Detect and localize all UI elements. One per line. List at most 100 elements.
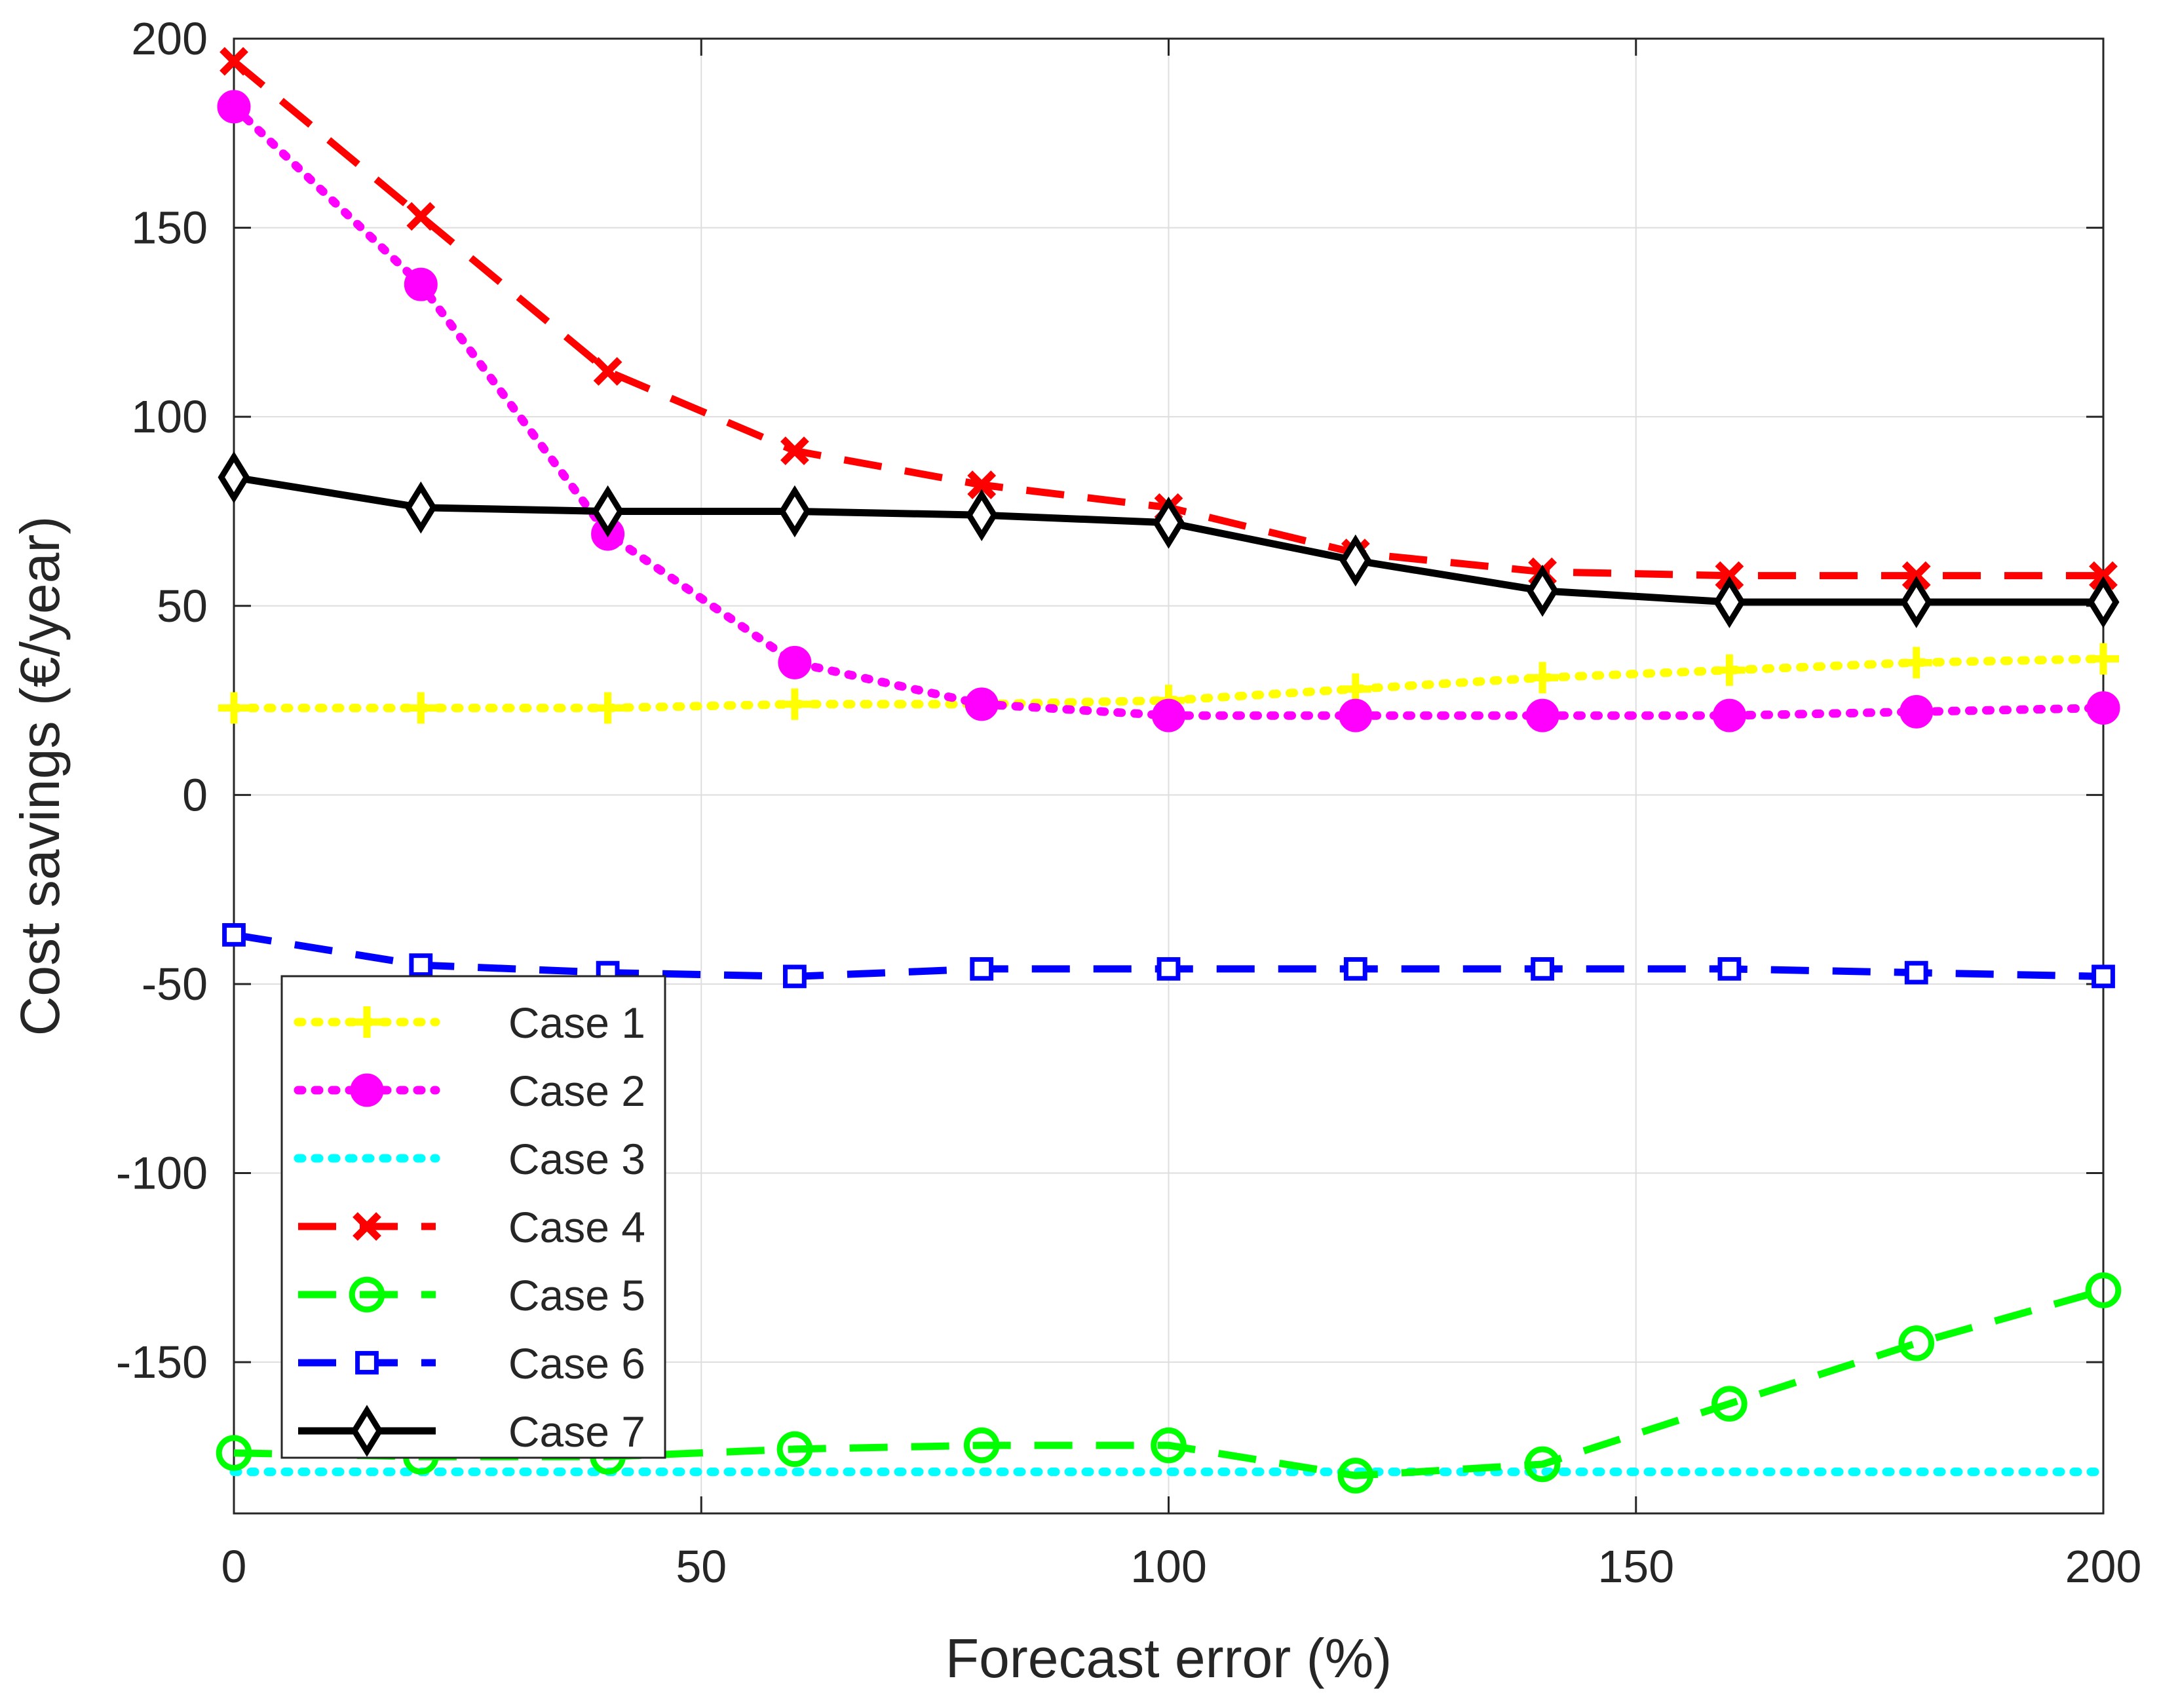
data-point-4-11 xyxy=(2089,561,2118,590)
data-point-2-10 xyxy=(1900,694,1934,729)
data-point-5-1 xyxy=(216,1435,252,1471)
data-point-2-1 xyxy=(217,90,251,124)
data-point-2-11 xyxy=(2086,691,2120,725)
data-point-4-4 xyxy=(780,436,809,466)
legend-label-3: Case 3 xyxy=(508,1135,645,1183)
data-point-7-11 xyxy=(2087,576,2120,628)
data-point-7-10 xyxy=(1900,576,1933,628)
data-point-6-8 xyxy=(1531,957,1554,981)
data-point-2-6 xyxy=(1152,698,1185,732)
legend-label-6: Case 6 xyxy=(508,1339,645,1388)
data-point-4-3 xyxy=(593,357,622,386)
data-point-5-7 xyxy=(1337,1457,1374,1494)
legend-marker-6 xyxy=(355,1351,379,1375)
series-2 xyxy=(217,90,2120,732)
data-point-4-5 xyxy=(967,470,997,499)
data-point-6-2 xyxy=(409,953,433,977)
y-tick-label: 200 xyxy=(131,13,208,64)
legend-item-6: Case 6 xyxy=(298,1339,645,1388)
x-axis-label: Forecast error (%) xyxy=(946,1627,1392,1689)
y-tick-label: -100 xyxy=(116,1148,208,1199)
data-point-1-1 xyxy=(218,692,250,724)
data-point-7-7 xyxy=(1339,534,1372,587)
legend-label-5: Case 5 xyxy=(508,1271,645,1319)
data-point-1-2 xyxy=(405,692,437,724)
data-point-1-4 xyxy=(778,688,811,720)
data-point-6-10 xyxy=(1904,960,1928,985)
y-tick-label: -150 xyxy=(116,1337,208,1388)
x-tick-label: 150 xyxy=(1597,1541,1674,1592)
legend-item-7: Case 7 xyxy=(298,1405,645,1457)
legend-item-4: Case 4 xyxy=(298,1203,645,1251)
data-point-6-11 xyxy=(2092,964,2115,989)
legend-marker-7 xyxy=(351,1405,383,1457)
data-point-2-5 xyxy=(965,687,999,721)
y-tick-label: 0 xyxy=(182,769,208,820)
data-point-7-6 xyxy=(1153,497,1185,549)
data-point-7-3 xyxy=(592,485,624,538)
data-point-5-8 xyxy=(1524,1446,1561,1483)
legend-label-1: Case 1 xyxy=(508,998,645,1047)
data-point-6-7 xyxy=(1343,957,1367,981)
data-point-4-1 xyxy=(220,47,248,76)
grid xyxy=(233,38,2104,1513)
legend-label-2: Case 2 xyxy=(508,1067,645,1115)
data-point-4-9 xyxy=(1715,561,1744,590)
legend-item-2: Case 2 xyxy=(294,1067,645,1115)
data-point-5-6 xyxy=(1151,1427,1187,1464)
legend-marker-4 xyxy=(353,1212,381,1241)
data-point-6-1 xyxy=(222,923,246,947)
legend-label-7: Case 7 xyxy=(508,1407,645,1456)
data-point-5-5 xyxy=(963,1427,1000,1464)
data-point-7-5 xyxy=(965,489,998,542)
data-point-2-2 xyxy=(404,267,438,301)
data-point-4-10 xyxy=(1901,561,1931,590)
data-point-1-3 xyxy=(592,692,624,724)
legend-marker-2 xyxy=(350,1073,384,1107)
data-point-7-4 xyxy=(778,485,811,538)
y-tick-label: 100 xyxy=(131,391,208,442)
data-point-5-10 xyxy=(1898,1325,1934,1361)
data-point-2-7 xyxy=(1339,698,1373,732)
data-point-2-9 xyxy=(1712,698,1746,732)
data-point-2-8 xyxy=(1525,698,1559,732)
legend: Case 1 Case 2 Case 3 Case 4 Case 5 Case 6 Case… xyxy=(280,975,666,1459)
data-point-1-11 xyxy=(2088,643,2119,675)
data-point-4-2 xyxy=(406,202,436,231)
data-point-1-9 xyxy=(1713,654,1746,686)
x-tick-label: 0 xyxy=(221,1541,247,1592)
legend-marker-5 xyxy=(349,1276,385,1313)
data-point-6-4 xyxy=(783,964,807,989)
y-tick-label: -50 xyxy=(142,958,208,1010)
data-point-7-9 xyxy=(1713,576,1746,628)
y-axis-label: Cost savings (€/year) xyxy=(9,516,71,1036)
x-tick-label: 100 xyxy=(1130,1541,1207,1592)
data-point-1-8 xyxy=(1527,662,1559,694)
legend-item-3: Case 3 xyxy=(294,1135,645,1183)
legend-box xyxy=(280,975,666,1459)
legend-item-1: Case 1 xyxy=(294,998,645,1047)
legend-marker-1 xyxy=(351,1006,383,1038)
x-tick-label: 50 xyxy=(676,1541,727,1592)
data-point-7-2 xyxy=(404,481,437,534)
data-point-7-1 xyxy=(218,451,250,504)
y-tick-label: 150 xyxy=(131,202,208,254)
data-point-7-8 xyxy=(1526,564,1559,617)
legend-label-4: Case 4 xyxy=(508,1203,645,1251)
data-point-5-4 xyxy=(776,1431,813,1468)
data-point-6-5 xyxy=(970,957,994,981)
series-group xyxy=(216,47,2122,1494)
y-tick-label: 50 xyxy=(157,580,208,632)
series-7 xyxy=(218,451,2120,628)
data-point-2-4 xyxy=(778,645,812,679)
legend-item-5: Case 5 xyxy=(298,1271,645,1319)
series-6 xyxy=(222,923,2115,989)
data-point-6-9 xyxy=(1717,957,1742,981)
data-point-5-9 xyxy=(1711,1386,1748,1422)
data-point-1-10 xyxy=(1900,647,1932,679)
x-tick-label: 200 xyxy=(2065,1541,2142,1592)
data-point-5-11 xyxy=(2085,1272,2122,1308)
data-point-6-6 xyxy=(1156,957,1181,981)
axis-ticks: 0 50 100 150 200 200 150 100 50 0 -50 -100 -150 xyxy=(116,13,2142,1592)
